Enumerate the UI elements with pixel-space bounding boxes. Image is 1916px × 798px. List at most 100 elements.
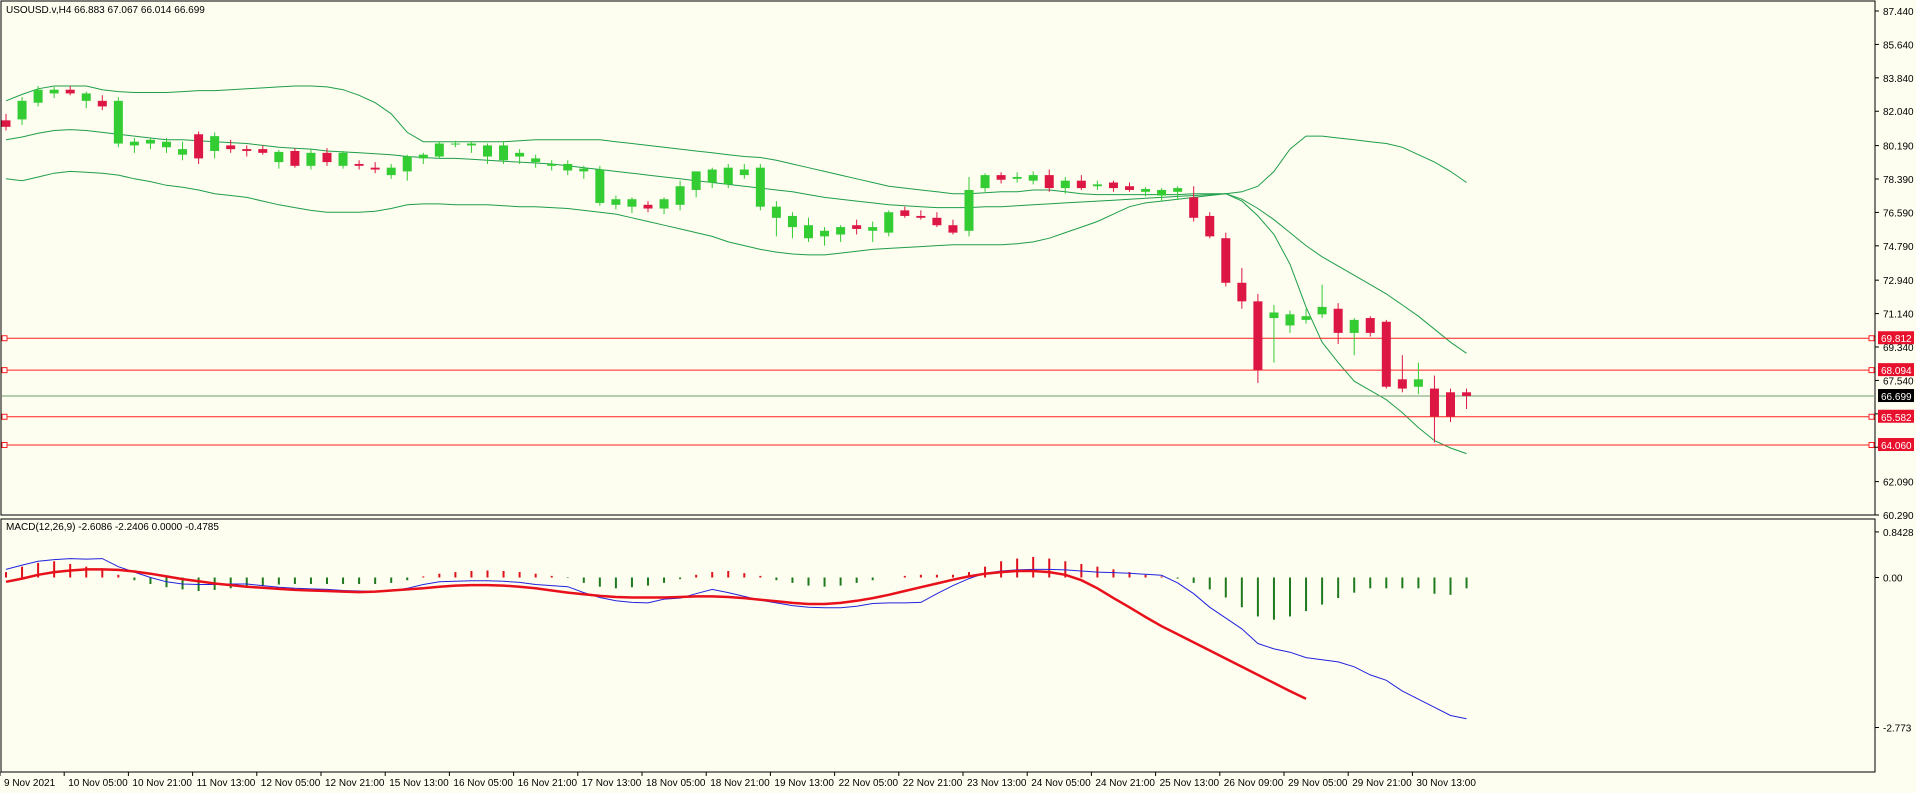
candle-body [916,215,926,218]
candle-body [1060,180,1070,189]
candle-body [1076,180,1086,189]
price-axis-label: 78.390 [1883,175,1914,186]
candle-body [547,163,557,166]
candle [33,85,43,107]
candle [691,171,701,198]
time-axis-label: 25 Nov 13:00 [1160,778,1220,789]
macd-main-line [5,558,1467,720]
candle-body [595,169,605,203]
macd-signal-line [5,568,1307,700]
candle [322,148,332,166]
candle [434,141,444,159]
candle-body [97,100,107,107]
candle [563,160,573,176]
candle [1269,305,1279,363]
price-axis-label: 62.090 [1883,478,1914,489]
candle [1397,355,1407,393]
candle-body [113,100,123,144]
candle [1349,318,1359,356]
candle [884,210,894,237]
candle-body [81,93,91,101]
candle-body [948,225,958,233]
price-axis-label: 87.440 [1883,7,1914,18]
candle [145,137,155,150]
candle-body [1317,306,1327,315]
candle-body [836,227,846,235]
time-axis-label: 16 Nov 05:00 [453,778,513,789]
macd-axis-label: -2.773 [1883,724,1912,735]
candle [354,160,364,170]
candle [1462,388,1472,410]
candle [595,165,605,206]
candle [755,163,765,211]
candle-body [466,143,476,146]
candle [787,212,797,239]
time-axis-label: 29 Nov 21:00 [1352,778,1412,789]
candle [210,132,220,159]
candle-body [338,152,348,166]
candle-body [1189,197,1199,218]
candle [338,150,348,169]
candle-body [643,204,653,209]
candle-body [1446,392,1455,417]
candle-body [996,175,1006,180]
level-price-label: 69.812 [1881,334,1912,345]
candle-body [418,154,428,159]
level-price-tag [1878,363,1914,377]
candle-body [804,225,813,239]
candle-body [1301,316,1311,320]
time-axis-label: 19 Nov 13:00 [774,778,834,789]
time-axis-label: 26 Nov 09:00 [1224,778,1284,789]
candle-body [1429,388,1439,417]
candle [386,163,396,179]
candle-body [1092,184,1102,187]
price-axis-label: 80.190 [1883,142,1914,153]
candle [531,154,541,168]
macd-panel[interactable]: 0.8428 0.00 -2.773 [0,518,1914,773]
candle-body [65,89,75,94]
candle [1205,212,1215,239]
candle [1125,182,1134,192]
candle [274,150,284,169]
candle-body [1108,182,1118,189]
candle-body [563,163,573,171]
candle-body [129,141,139,146]
price-axis-label: 72.940 [1883,276,1914,287]
candle [948,219,958,235]
level-price-label: 64.060 [1881,441,1912,452]
candle [1012,172,1022,183]
candle-body [1237,282,1247,302]
candle [113,97,123,148]
candle [402,154,412,181]
candle-body [675,186,685,205]
candle [836,225,846,242]
candle-body [755,167,765,207]
candle [97,95,107,111]
candle [1173,186,1183,200]
candle [627,197,637,214]
candle [964,176,974,237]
candle [178,141,188,161]
level-handle-right [1868,413,1875,420]
price-axis-label: 83.840 [1883,74,1914,85]
candle-body [852,225,862,229]
candle-body [499,145,509,161]
candle-body [386,167,396,176]
price-panel[interactable]: 87.440 85.640 83.840 82.040 80.190 78.390 76.5… [0,0,1914,522]
candle-body [964,189,974,231]
current-price-tag [1878,389,1914,403]
candle [1221,232,1231,287]
candle-body [1221,238,1231,283]
candle-body [1253,301,1263,371]
candle-body [483,145,492,157]
candle-body [980,175,990,189]
candle-body [787,215,797,228]
time-axis-label: 17 Nov 13:00 [582,778,642,789]
candle-body [1157,189,1167,196]
candle [820,227,830,246]
time-axis-label: 9 Nov 2021 [4,778,56,789]
candle-body [1462,392,1472,397]
candle-body [210,136,220,151]
